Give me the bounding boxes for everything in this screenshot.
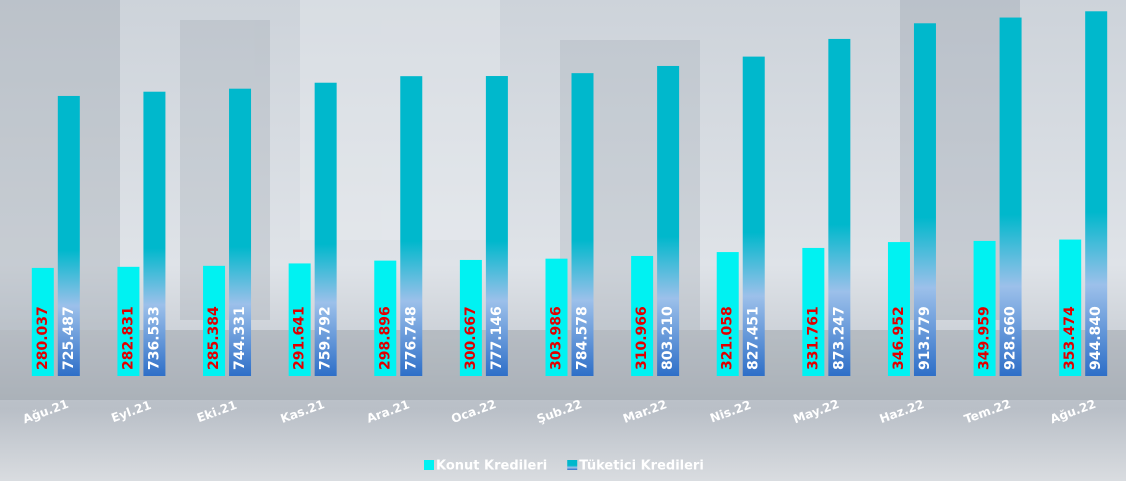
value-label: 331.761 [805, 306, 821, 370]
value-label: 744.331 [232, 306, 248, 370]
value-label: 353.474 [1062, 306, 1078, 370]
bar [716, 252, 739, 376]
bar [314, 82, 337, 377]
value-label: 776.748 [403, 306, 419, 370]
bar [400, 76, 423, 377]
bar [887, 242, 910, 376]
bar [31, 267, 54, 376]
bar [485, 76, 508, 377]
bar [999, 17, 1022, 377]
bar [631, 255, 654, 376]
bar [143, 91, 166, 376]
value-label: 759.792 [318, 306, 334, 370]
value-label: 298.896 [377, 306, 393, 370]
value-label: 346.952 [891, 306, 907, 370]
legend-label: Konut Kredileri [436, 459, 547, 474]
bar [288, 263, 311, 376]
bar [657, 65, 680, 376]
value-label: 913.779 [917, 306, 933, 370]
value-label: 349.959 [977, 306, 993, 370]
value-label: 321.058 [720, 306, 736, 370]
bar [913, 23, 936, 376]
bar [802, 247, 825, 376]
value-label: 303.986 [549, 306, 565, 370]
bar [1085, 11, 1108, 377]
bar [973, 240, 996, 376]
value-label: 827.451 [746, 306, 762, 370]
bar [57, 95, 80, 376]
legend-swatch [424, 460, 434, 470]
value-label: 777.146 [489, 306, 505, 370]
bar [203, 265, 226, 376]
bar [117, 266, 140, 376]
bar [1059, 239, 1082, 376]
value-label: 803.210 [660, 306, 676, 370]
bar [459, 259, 482, 376]
bar [828, 38, 851, 376]
value-label: 784.578 [575, 306, 591, 370]
value-label: 282.831 [120, 306, 136, 370]
value-label: 944.840 [1088, 306, 1104, 370]
value-label: 300.667 [463, 306, 479, 370]
value-label: 725.487 [61, 306, 77, 370]
bar [571, 73, 594, 376]
value-label: 285.384 [206, 306, 222, 370]
value-label: 873.247 [831, 306, 847, 370]
value-label: 280.037 [35, 306, 51, 370]
bar [374, 260, 397, 376]
bar [229, 88, 252, 376]
bar [545, 258, 568, 376]
value-label: 310.966 [634, 306, 650, 370]
bar [742, 56, 765, 376]
value-label: 291.641 [292, 306, 308, 370]
legend-label: Tüketici Kredileri [579, 459, 704, 474]
value-label: 928.660 [1003, 306, 1019, 370]
legend-swatch [567, 460, 578, 470]
value-label: 736.533 [146, 306, 162, 370]
